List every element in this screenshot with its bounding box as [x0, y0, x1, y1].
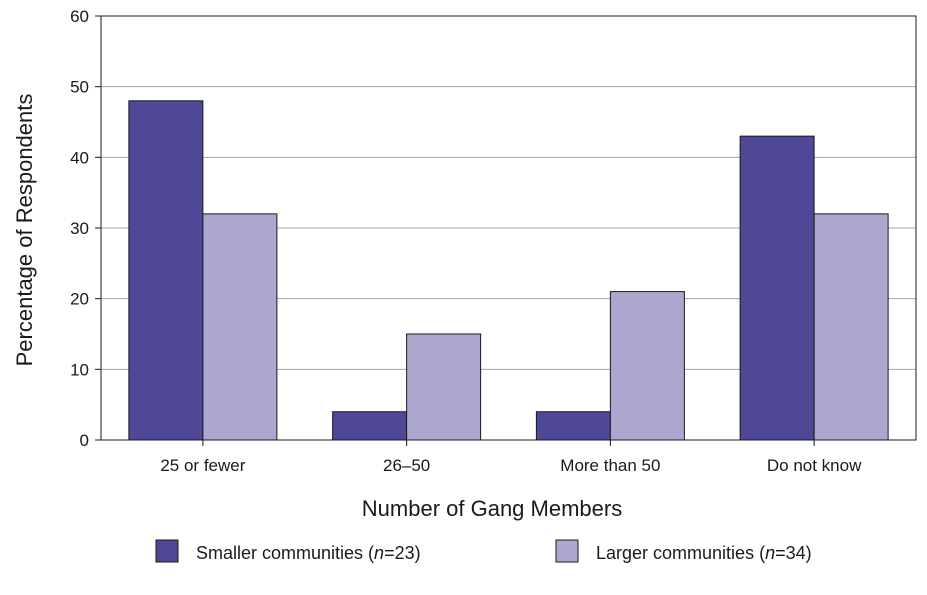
x-axis-ticks: 25 or fewer 26–50 More than 50 Do not know	[160, 440, 862, 475]
bar-series-1-3	[813, 213, 889, 441]
legend: Smaller communities (n=23) Larger communi…	[155, 539, 812, 563]
x-tick-label: More than 50	[560, 456, 660, 475]
y-axis-ticks: 0 10 20 30 40 50 60	[70, 7, 101, 450]
y-axis-title: Percentage of Respondents	[12, 94, 37, 367]
bar-series-0-3	[739, 135, 815, 441]
y-tick-label: 40	[70, 148, 89, 167]
bar-series-1-0	[202, 213, 278, 441]
x-tick-label: 26–50	[383, 456, 430, 475]
y-tick-label: 60	[70, 7, 89, 26]
x-tick-label: Do not know	[767, 456, 862, 475]
legend-item-1: Larger communities (n=34)	[555, 539, 812, 563]
x-axis-title: Number of Gang Members	[362, 496, 622, 521]
y-tick-label: 0	[80, 431, 89, 450]
legend-item-0: Smaller communities (n=23)	[155, 539, 421, 563]
x-tick-label: 25 or fewer	[160, 456, 245, 475]
legend-label: Smaller communities (n=23)	[196, 543, 421, 563]
y-tick-label: 50	[70, 78, 89, 97]
bar-series-0-1	[332, 411, 408, 441]
legend-swatch	[155, 539, 179, 563]
bar-series-0-2	[535, 411, 611, 441]
bars	[128, 100, 889, 441]
y-tick-label: 10	[70, 360, 89, 379]
legend-swatch	[555, 539, 579, 563]
bar-series-0-0	[128, 100, 204, 441]
legend-label: Larger communities (n=34)	[596, 543, 812, 563]
bar-series-1-1	[406, 333, 482, 441]
y-tick-label: 30	[70, 219, 89, 238]
y-tick-label: 20	[70, 290, 89, 309]
bar-series-1-2	[609, 291, 685, 441]
